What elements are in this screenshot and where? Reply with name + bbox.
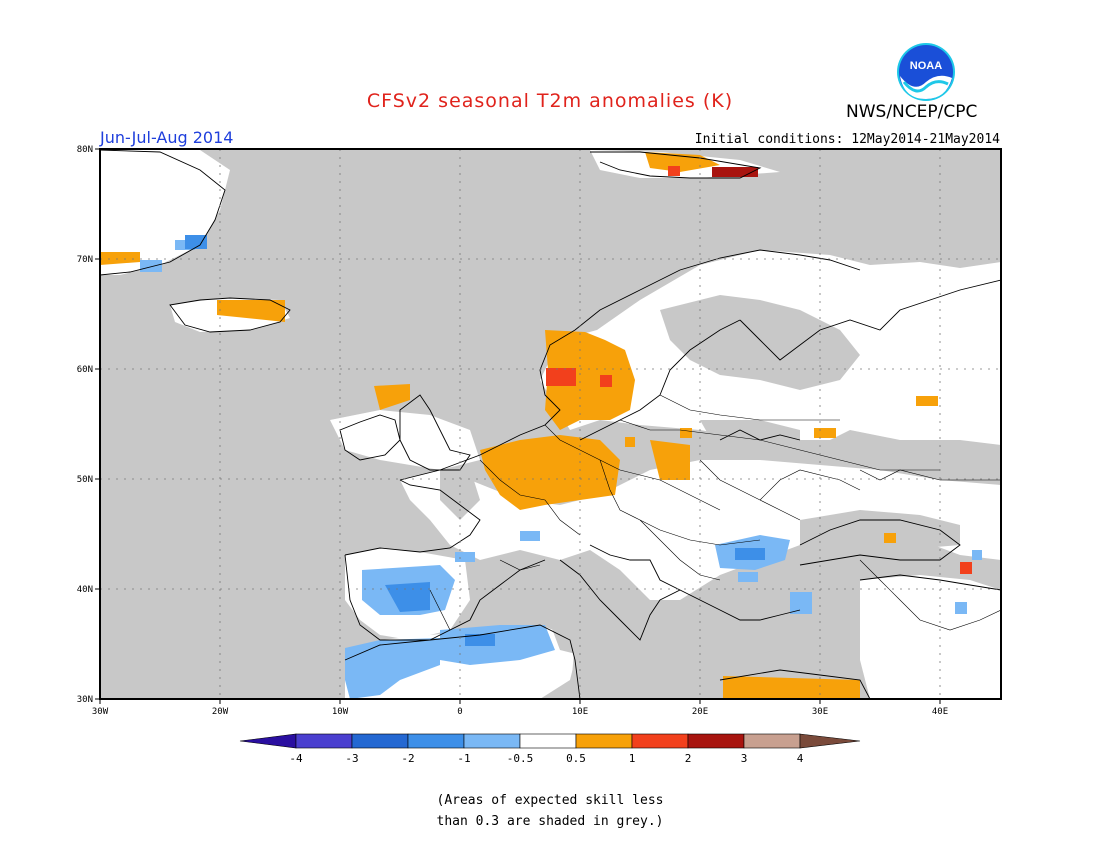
lat-label-60n: 60N [77, 365, 93, 375]
lat-label-80n: 80N [77, 145, 93, 155]
caption-line-1: (Areas of expected skill less [436, 793, 664, 808]
forecast-period: Jun-Jul-Aug 2014 [100, 128, 234, 147]
lat-label-40n: 40N [77, 585, 93, 595]
very-strong-positive-areas [712, 167, 758, 177]
lon-label-40e: 40E [932, 707, 948, 717]
agency-label: NWS/NCEP/CPC [846, 102, 978, 122]
country-borders [429, 394, 1001, 631]
strong-positive-areas [546, 166, 972, 574]
initial-conditions: Initial conditions: 12May2014-21May2014 [694, 132, 1000, 147]
skill-caption: (Areas of expected skill less than 0.3 a… [0, 790, 1100, 832]
lat-label-50n: 50N [77, 475, 93, 485]
chart-title: CFSv2 seasonal T2m anomalies (K) [366, 90, 734, 112]
lon-label-20e: 20E [692, 707, 708, 717]
axis-ticks [95, 148, 941, 704]
caption-line-2: than 0.3 are shaded in grey.) [436, 814, 664, 829]
negative-anomaly-areas [140, 240, 982, 699]
lon-label-0: 0 [457, 707, 462, 717]
lon-label-30w: 30W [92, 707, 109, 717]
moderate-negative-areas [185, 235, 765, 646]
lon-label-10e: 10E [572, 707, 588, 717]
map-frame [99, 148, 1002, 700]
noaa-logo: NOAA [897, 43, 955, 101]
lat-label-70n: 70N [77, 255, 93, 265]
lon-label-20w: 20W [212, 707, 229, 717]
lat-label-30n: 30N [77, 695, 93, 705]
lon-label-30e: 30E [812, 707, 828, 717]
lon-label-10w: 10W [332, 707, 349, 717]
logo-text: NOAA [910, 60, 942, 72]
